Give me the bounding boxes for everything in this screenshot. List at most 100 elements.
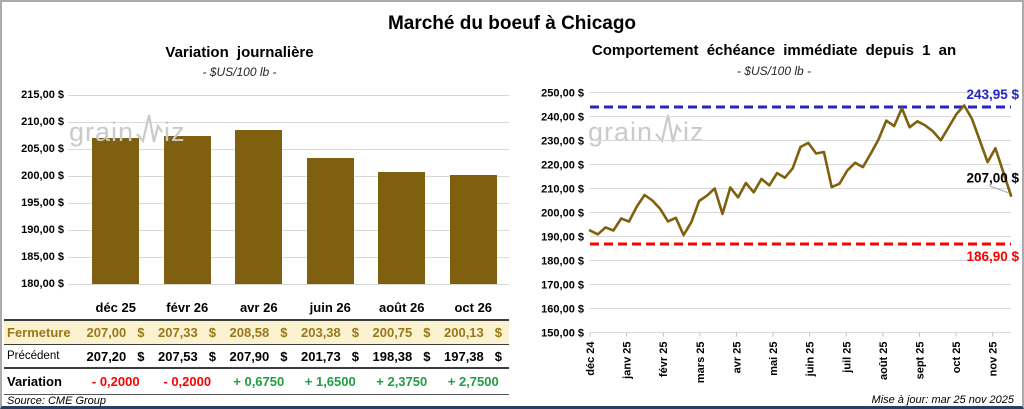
y-gridline (68, 284, 509, 285)
bar-oct 26 (449, 175, 497, 284)
currency-symbol: $ (423, 348, 431, 364)
x-axis-label: nov 25 (988, 342, 1000, 377)
price-series (588, 104, 1013, 237)
y-axis-label: 180,00 $ (541, 256, 584, 268)
price-cell: 198,38 $ (366, 345, 438, 369)
amount: 207,00 (86, 325, 127, 340)
x-axis-label: mars 25 (695, 342, 707, 384)
y-gridline (68, 122, 509, 123)
price-cell: 207,20 $ (80, 345, 152, 369)
bar-chart-subtitle: - $US/100 lb - (202, 65, 277, 79)
y-axis-label: 205,00 $ (21, 143, 64, 155)
amount: 197,38 (444, 348, 484, 364)
price-cell: 207,90 $ (223, 345, 295, 369)
price-cell: 200,75 $ (366, 321, 438, 345)
x-axis-label: août 25 (878, 342, 890, 381)
amount: 207,90 (229, 348, 270, 364)
currency-symbol: $ (280, 348, 288, 364)
currency-symbol: $ (208, 325, 216, 340)
x-axis-label: janv 25 (622, 342, 634, 380)
price-cell: 203,38 $ (294, 321, 366, 345)
futures-table: déc 25 févr 26 avr 26 juin 26 août 26 oct 26 F… (4, 296, 509, 395)
row-label-variation: Variation (4, 369, 80, 395)
y-axis-label: 230,00 $ (541, 136, 584, 148)
watermark-text: grain (69, 116, 135, 147)
column-header: oct 26 (437, 296, 509, 321)
price-cell: 207,33 $ (151, 321, 223, 345)
currency-symbol: $ (423, 325, 431, 340)
currency-symbol: $ (351, 348, 359, 364)
currency-symbol: $ (280, 325, 288, 340)
x-axis-label: juin 25 (805, 342, 817, 378)
currency-symbol: $ (137, 325, 145, 340)
price-cell: 207,53 $ (151, 345, 223, 369)
y-axis-label: 220,00 $ (541, 160, 584, 172)
y-gridline (68, 95, 509, 96)
x-axis-label: avr 25 (731, 342, 743, 374)
y-axis-label: 190,00 $ (541, 232, 584, 244)
column-header: févr 26 (151, 296, 223, 321)
bar-chart: 215,00 $ 210,00 $ 205,00 $ 200,00 $ 195,00 $… (2, 2, 514, 294)
y-axis-label: 200,00 $ (541, 208, 584, 220)
bar-chart-title: Variation journalière (165, 44, 314, 61)
x-axis-label: déc 24 (585, 341, 597, 376)
bar-déc 25 (92, 138, 140, 284)
y-axis-label: 200,00 $ (21, 170, 64, 182)
x-axis-label: mai 25 (768, 342, 780, 376)
variation-cell: + 1,6500 (294, 369, 366, 395)
price-cell: 197,38 $ (437, 345, 509, 369)
bar-juin 26 (306, 157, 354, 284)
currency-symbol: $ (494, 348, 502, 364)
watermark-text: iz (683, 116, 705, 147)
end-label-leader (988, 185, 1009, 194)
y-gridline (68, 230, 509, 231)
row-label-close: Fermeture (4, 321, 80, 345)
line-chart: 250,00 $ 240,00 $ 230,00 $ 220,00 $ 210,00 $… (541, 87, 1019, 384)
amount: 198,38 (372, 348, 413, 364)
y-axis-label: 170,00 $ (541, 280, 584, 292)
y-gridline (68, 257, 509, 258)
y-axis-label: 250,00 $ (541, 88, 584, 100)
y-axis-label: 160,00 $ (541, 304, 584, 316)
row-label-previous: Précédent (4, 345, 80, 369)
watermark-text: iz (164, 116, 186, 147)
reference-label: 186,90 $ (966, 249, 1019, 264)
page-title: Marché du boeuf à Chicago (387, 13, 637, 34)
line-chart-title: Comportement échéance immédiate depuis 1… (591, 42, 957, 59)
y-gridline (68, 203, 509, 204)
variation-cell: + 2,7500 (437, 369, 509, 395)
amount: 207,33 (158, 325, 198, 340)
y-axis-label: 240,00 $ (541, 112, 584, 124)
bar-févr 26 (163, 136, 211, 284)
amount: 207,20 (86, 348, 127, 364)
currency-symbol: $ (208, 348, 216, 364)
bar-avr 26 (235, 129, 283, 284)
bar-août 26 (378, 171, 426, 284)
price-cell: 201,73 $ (294, 345, 366, 369)
y-axis-label: 210,00 $ (541, 184, 584, 196)
amount: 208,58 (229, 325, 270, 340)
line-chart-subtitle: - $US/100 lb - (736, 64, 812, 78)
x-axis-label: sept 25 (914, 342, 926, 380)
variation-cell: - 0,2000 (80, 369, 152, 395)
x-axis-label: oct 25 (951, 342, 963, 374)
y-axis-label: 180,00 $ (21, 278, 64, 290)
source-note: Source: CME Group (7, 395, 107, 407)
y-axis-label: 185,00 $ (21, 251, 64, 263)
price-cell: 208,58 $ (223, 321, 295, 345)
y-axis-label: 190,00 $ (21, 224, 64, 236)
amount: 200,13 (444, 325, 484, 340)
watermark-w-icon (655, 114, 682, 144)
column-header: juin 26 (294, 296, 366, 321)
grainwiz-watermark: grain iz (69, 112, 186, 152)
variation-cell: + 2,3750 (366, 369, 438, 395)
amount: 201,73 (301, 348, 341, 364)
amount: 200,75 (372, 325, 413, 340)
column-header: déc 25 (80, 296, 152, 321)
currency-symbol: $ (494, 325, 502, 340)
x-axis-label: juil 25 (841, 342, 853, 374)
y-axis-label: 195,00 $ (21, 197, 64, 209)
price-cell: 200,13 $ (437, 321, 509, 345)
y-gridline (68, 176, 509, 177)
